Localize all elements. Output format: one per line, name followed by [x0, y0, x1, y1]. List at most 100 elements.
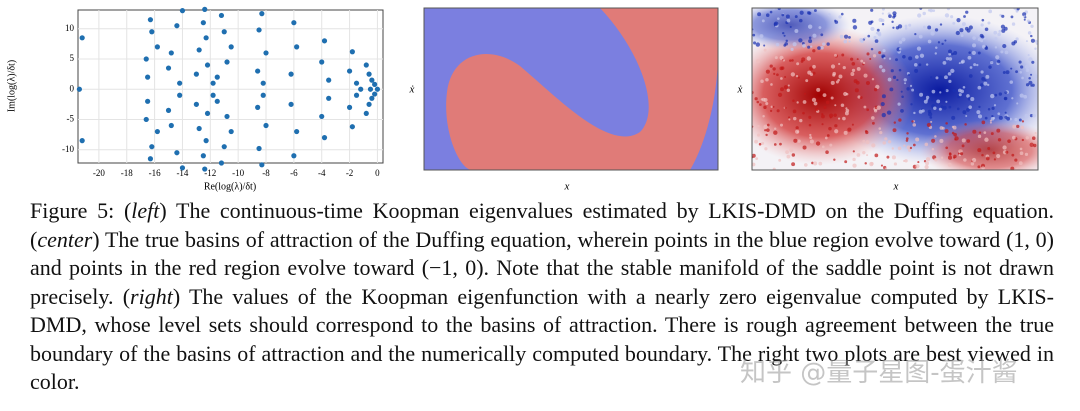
texture-dot — [901, 37, 906, 42]
texture-dot — [911, 88, 915, 92]
texture-dot — [757, 133, 761, 137]
texture-dot — [1022, 12, 1027, 17]
texture-dot — [820, 33, 824, 37]
point — [179, 8, 186, 14]
texture-dot — [991, 114, 994, 118]
texture-dot — [915, 55, 919, 59]
texture-dot — [1018, 118, 1022, 122]
texture-dot — [838, 62, 841, 66]
texture-dot — [870, 161, 874, 166]
point — [346, 68, 353, 74]
texture-dot — [897, 146, 902, 151]
point — [147, 156, 154, 162]
texture-dot — [803, 163, 808, 167]
texture-dot — [862, 61, 866, 65]
texture-dot — [1013, 40, 1018, 44]
texture-dot — [799, 148, 803, 152]
texture-dot — [972, 43, 977, 48]
point — [174, 23, 180, 29]
texture-dot — [981, 120, 986, 125]
x-tick-label: -18 — [121, 168, 133, 178]
texture-dot — [865, 140, 870, 145]
texture-dot — [852, 163, 857, 168]
texture-dot — [997, 112, 1001, 116]
texture-dot — [1021, 76, 1024, 80]
texture-dot — [797, 139, 801, 143]
point — [145, 98, 151, 104]
texture-dot — [966, 139, 971, 143]
texture-dot — [977, 85, 982, 90]
texture-dot — [984, 27, 989, 32]
texture-dot — [873, 35, 877, 39]
texture-dot — [841, 53, 845, 57]
texture-dot — [799, 118, 803, 123]
point — [165, 107, 172, 113]
texture-dot — [754, 139, 759, 144]
texture-dot — [1011, 97, 1014, 100]
texture-dot — [970, 97, 975, 102]
texture-dot — [765, 77, 769, 82]
texture-dot — [805, 79, 809, 83]
texture-dot — [807, 45, 811, 49]
texture-dot — [932, 9, 936, 13]
texture-dot — [1030, 24, 1034, 28]
point — [154, 44, 160, 50]
texture-dot — [1027, 54, 1030, 57]
texture-dot — [828, 126, 832, 131]
texture-dot — [940, 105, 944, 109]
texture-dot — [936, 99, 941, 104]
point — [291, 20, 297, 26]
texture-dot — [780, 77, 783, 80]
texture-dot — [850, 57, 854, 61]
texture-dot — [761, 97, 766, 102]
texture-dot — [1011, 153, 1015, 157]
texture-dot — [830, 96, 834, 100]
point — [326, 95, 332, 101]
point — [203, 138, 209, 144]
texture-dot — [803, 92, 807, 95]
texture-dot — [948, 57, 953, 61]
x-tick-label: -8 — [262, 168, 270, 178]
texture-dot — [1025, 68, 1030, 73]
point — [168, 122, 174, 129]
texture-dot — [834, 104, 837, 107]
texture-dot — [900, 90, 903, 93]
texture-dot — [939, 91, 942, 94]
texture-dot — [811, 97, 817, 103]
texture-dot — [914, 33, 917, 36]
y-tick-label: -5 — [67, 114, 75, 124]
point — [202, 166, 208, 172]
texture-dot — [843, 39, 848, 44]
texture-dot — [882, 141, 887, 145]
caption: Figure 5: (left) The continuous-time Koo… — [30, 197, 1054, 397]
texture-dot — [823, 105, 827, 110]
texture-dot — [786, 18, 791, 23]
texture-dot — [944, 129, 949, 134]
texture-dot — [987, 108, 991, 111]
texture-dot — [911, 120, 914, 123]
point — [214, 98, 220, 104]
texture-dot — [1003, 97, 1007, 101]
point — [174, 150, 180, 156]
point — [147, 17, 154, 23]
texture-dot — [815, 107, 819, 112]
texture-dot — [950, 68, 955, 74]
point — [154, 128, 160, 135]
texture-dot — [971, 157, 977, 163]
texture-dot — [997, 138, 1002, 142]
texture-dot — [833, 113, 837, 117]
texture-dot — [763, 48, 767, 52]
point — [260, 92, 266, 98]
texture-dot — [963, 158, 967, 162]
texture-dot — [916, 46, 922, 51]
texture-dot — [947, 155, 953, 160]
texture-dot — [969, 66, 973, 69]
texture-dot — [898, 68, 902, 72]
texture-dot — [944, 75, 948, 80]
texture-dot — [797, 76, 800, 79]
texture-dot — [956, 18, 961, 23]
point — [210, 80, 216, 86]
texture-dot — [833, 158, 836, 161]
texture-dot — [828, 113, 834, 118]
point — [79, 138, 85, 144]
